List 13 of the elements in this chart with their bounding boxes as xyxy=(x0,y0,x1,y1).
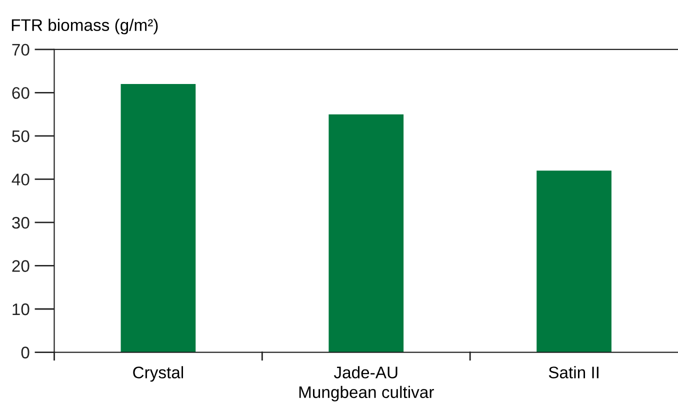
y-tick-label: 50 xyxy=(12,130,30,142)
y-tick-label: 0 xyxy=(21,346,30,358)
y-tick-label: 20 xyxy=(12,260,30,272)
x-tick-label: Crystal xyxy=(133,366,184,382)
y-tick-label: 70 xyxy=(12,44,30,56)
x-tick-label: Satin II xyxy=(548,366,598,378)
x-axis-title: Mungbean cultivar xyxy=(299,386,434,402)
y-axis-title: FTR biomass (g/m²) xyxy=(12,18,158,34)
y-tick-label: 10 xyxy=(12,303,30,316)
y-tick-label: 30 xyxy=(12,216,30,229)
y-tick-label: 60 xyxy=(12,87,30,99)
x-tick-label: Jade-AU xyxy=(334,366,398,378)
y-tick-label: 40 xyxy=(12,174,30,186)
